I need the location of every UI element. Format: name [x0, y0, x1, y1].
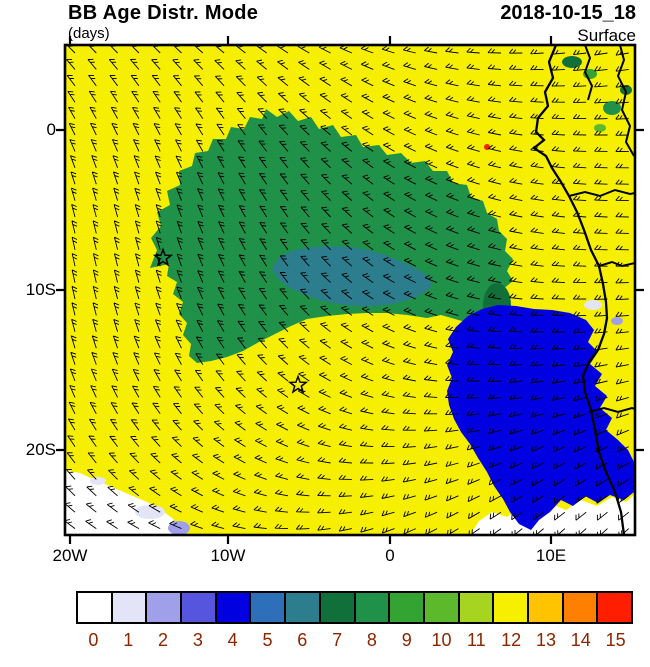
colorbar-cell-0 — [76, 591, 113, 624]
level-label: Surface — [577, 26, 636, 45]
x-axis-label: 20W — [52, 546, 88, 565]
colorbar — [76, 591, 633, 624]
colorbar-label: 10 — [431, 630, 452, 650]
teal-pocket-region — [272, 246, 432, 306]
star-marker — [287, 374, 309, 394]
lavender-patch — [584, 300, 602, 310]
y-axis-label: 0 — [46, 120, 56, 139]
page-title: BB Age Distr. Mode — [68, 2, 259, 24]
colorbar-cell-7 — [318, 591, 356, 624]
colorbar-cell-8 — [353, 591, 391, 624]
colorbar-label: 5 — [262, 630, 273, 650]
blue-coastal-region — [447, 305, 634, 530]
colorbar-label: 4 — [227, 630, 238, 650]
star-marker — [152, 247, 174, 267]
colorbar-cell-10 — [422, 591, 460, 624]
colorbar-cell-1 — [110, 591, 148, 624]
colorbar-cell-11 — [457, 591, 495, 624]
colorbar-cell-15 — [596, 591, 633, 624]
wind-barb-layer — [65, 45, 630, 535]
colorbar-cell-5 — [249, 591, 287, 624]
white-region-southeast — [470, 494, 635, 535]
colorbar-label: 2 — [158, 630, 169, 650]
colorbar-label: 0 — [88, 630, 99, 650]
colorbar-label: 8 — [366, 630, 377, 650]
y-axis-label: 10S — [25, 280, 56, 299]
y-axis-label: 20S — [25, 440, 56, 459]
colorbar-label: 9 — [401, 630, 412, 650]
x-axis-label: 10E — [535, 546, 567, 565]
colorbar-label: 12 — [501, 630, 522, 650]
land-green-patch — [603, 101, 621, 115]
x-axis-label: 10W — [210, 546, 246, 565]
wind-barbs — [65, 45, 630, 535]
colorbar-label: 6 — [297, 630, 308, 650]
units-label: (days) — [68, 25, 110, 42]
colorbar-cell-12 — [492, 591, 529, 624]
colorbar-cell-4 — [214, 591, 252, 624]
lavender-patch — [135, 505, 165, 519]
land-green-patch — [562, 56, 582, 68]
colorbar-label: 13 — [535, 630, 556, 650]
colorbar-cell-6 — [284, 591, 321, 624]
lavender-patch — [90, 477, 106, 485]
colorbar-label: 3 — [192, 630, 203, 650]
colorbar-label: 14 — [570, 630, 591, 650]
axis-tick-layer — [56, 36, 644, 544]
lavender-patch — [611, 317, 623, 325]
colorbar-cell-2 — [145, 591, 183, 624]
x-axis-label: 0 — [385, 546, 395, 565]
colorbar-label: 1 — [123, 630, 134, 650]
star-marker-layer — [152, 247, 309, 394]
colorbar-cell-14 — [561, 591, 599, 624]
colorbar-label: 7 — [332, 630, 343, 650]
land-green-patch — [594, 124, 606, 132]
colorbar-cell-13 — [526, 591, 564, 624]
colorbar-labels: 0 1 2 3 4 5 6 7 8 9 10 11 12 13 14 15 — [76, 630, 633, 651]
colorbar-label: 15 — [605, 630, 626, 650]
colorbar-cell-3 — [180, 591, 217, 624]
colorbar-label: 11 — [467, 630, 486, 650]
green-plume-region — [150, 109, 513, 363]
valid-time-label: 2018-10-15_18 — [500, 2, 636, 24]
coastline — [532, 45, 626, 535]
white-region-southwest — [65, 470, 186, 535]
colorbar-cell-9 — [388, 591, 425, 624]
map-frame — [63, 43, 637, 537]
